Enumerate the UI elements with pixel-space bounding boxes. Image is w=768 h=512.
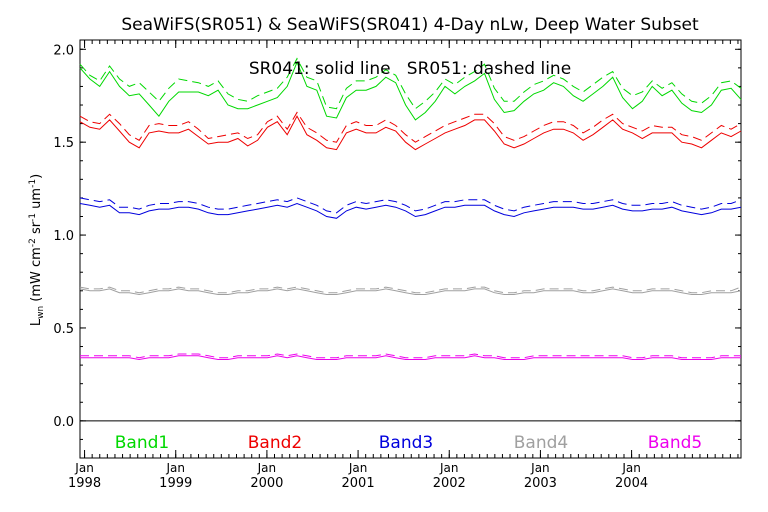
x-tick-month: Jan bbox=[621, 461, 641, 475]
plot-frame bbox=[79, 39, 742, 459]
x-tick-month: Jan bbox=[348, 461, 368, 475]
band4-dashed-line bbox=[79, 286, 742, 294]
y-tick-label: 0.5 bbox=[53, 322, 74, 337]
x-axis: Jan1998Jan1999Jan2000Jan2001Jan2002Jan20… bbox=[68, 40, 739, 491]
band5-solid-line bbox=[80, 355, 741, 361]
x-tick-month: Jan bbox=[530, 461, 550, 475]
ylabel-exp2: -1 bbox=[28, 213, 38, 222]
ylabel-main: L bbox=[29, 318, 44, 326]
ylabel-sub: wn bbox=[36, 306, 46, 319]
legend: Band1 Band2 Band3 Band4 Band5 bbox=[115, 433, 702, 453]
legend-band5: Band5 bbox=[648, 433, 702, 453]
x-tick-month: Jan bbox=[439, 461, 459, 475]
ylabel-end: ) bbox=[29, 174, 44, 179]
band2-dashed-line bbox=[79, 111, 742, 143]
x-tick-year: 2000 bbox=[250, 476, 283, 491]
ylabel-units: (mW cm bbox=[29, 247, 44, 306]
x-tick-month: Jan bbox=[74, 461, 94, 475]
ylabel-exp3: -1 bbox=[28, 179, 38, 188]
x-tick-year: 1998 bbox=[68, 476, 101, 491]
y-tick-label: 2.0 bbox=[53, 43, 74, 58]
y-axis-label: Lwn (mW cm-2 sr-1 um-1) bbox=[28, 174, 46, 326]
band1-solid-line bbox=[79, 60, 742, 121]
band3-dashed-line bbox=[79, 197, 742, 214]
y-tick-label: 1.5 bbox=[53, 136, 74, 151]
x-tick-year: 2004 bbox=[615, 476, 648, 491]
band2-solid-line bbox=[79, 115, 742, 151]
x-tick-year: 2003 bbox=[524, 476, 557, 491]
y-tick-label: 0.0 bbox=[53, 415, 74, 430]
line-style-note: SR041: solid line SR051: dashed line bbox=[249, 59, 571, 79]
x-tick-year: 2001 bbox=[342, 476, 375, 491]
x-tick-year: 2002 bbox=[433, 476, 466, 491]
series-layer bbox=[79, 57, 742, 361]
x-tick-month: Jan bbox=[257, 461, 277, 475]
ylabel-mid: sr bbox=[29, 221, 44, 238]
y-axis: 0.0 0.5 1.0 1.5 2.0 bbox=[53, 43, 741, 459]
x-tick-month: Jan bbox=[165, 461, 185, 475]
legend-band4: Band4 bbox=[514, 433, 568, 453]
band3-solid-line bbox=[79, 202, 742, 219]
legend-band2: Band2 bbox=[248, 433, 302, 453]
ylabel-mid2: um bbox=[29, 188, 44, 213]
band4-solid-line bbox=[79, 288, 742, 296]
chart-title: SeaWiFS(SR051) & SeaWiFS(SR041) 4-Day nL… bbox=[121, 15, 699, 35]
x-tick-year: 1999 bbox=[159, 476, 192, 491]
band5-dashed-line bbox=[80, 353, 741, 359]
y-tick-label: 1.0 bbox=[53, 229, 74, 244]
legend-band3: Band3 bbox=[379, 433, 433, 453]
band1-dashed-line bbox=[79, 57, 742, 110]
legend-band1: Band1 bbox=[115, 433, 169, 453]
ylabel-exp1: -2 bbox=[28, 238, 38, 247]
